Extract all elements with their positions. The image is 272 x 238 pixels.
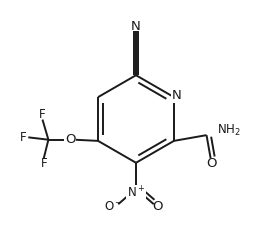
Text: F: F <box>41 157 47 170</box>
Text: O$^-$: O$^-$ <box>104 200 123 213</box>
Text: O: O <box>65 133 75 146</box>
Text: N: N <box>172 89 182 102</box>
Text: F: F <box>39 108 46 121</box>
Text: O: O <box>206 157 217 170</box>
Text: N: N <box>131 20 141 33</box>
Text: O: O <box>152 200 163 213</box>
Text: NH$_2$: NH$_2$ <box>217 123 241 139</box>
Text: F: F <box>20 131 27 144</box>
Text: N$^+$: N$^+$ <box>127 185 145 201</box>
